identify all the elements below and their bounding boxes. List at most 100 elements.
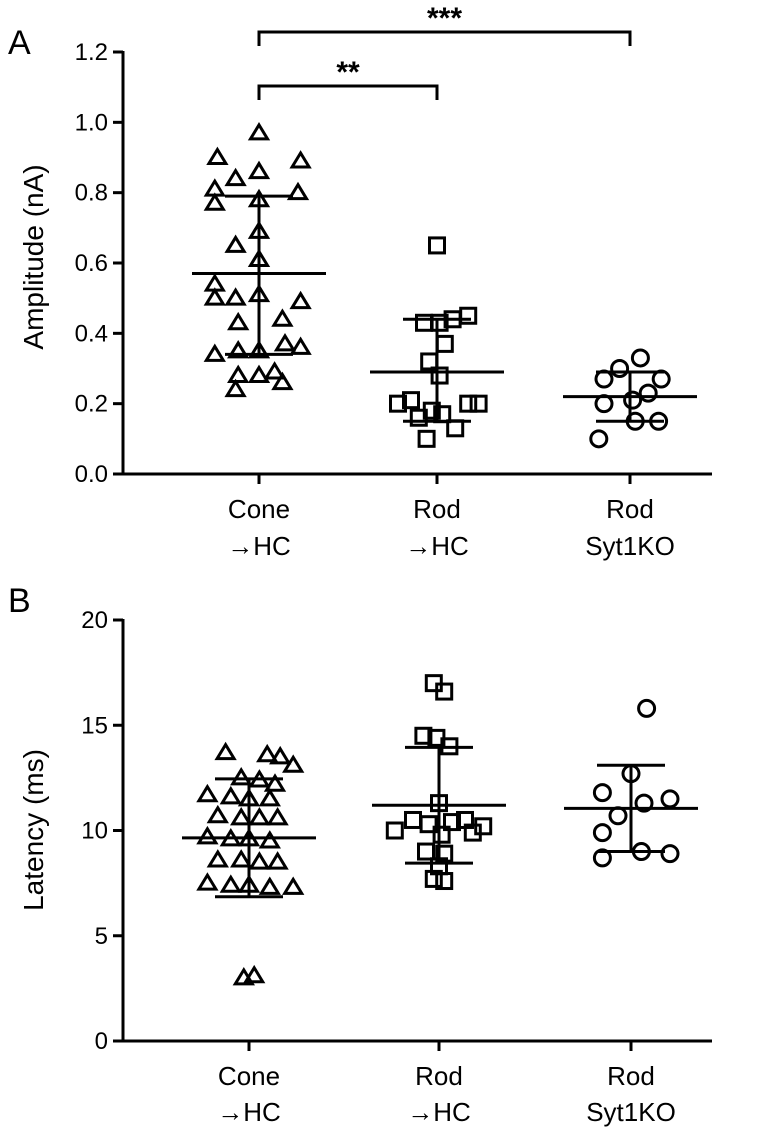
- triangle-point: [266, 806, 289, 826]
- triangle-point: [247, 340, 271, 359]
- circle-point: [630, 348, 650, 368]
- circle-point: [638, 383, 658, 403]
- square-point: [389, 394, 407, 413]
- triangle-point: [258, 788, 281, 807]
- triangle-point: [227, 340, 250, 359]
- panel-b: B Latency (ms) 0 5 10 15 20 Cone →HC Rod →HC Rod S…: [8, 582, 712, 1127]
- triangle-point: [232, 966, 255, 986]
- triangle-point: [247, 121, 271, 141]
- triangle-point: [203, 343, 226, 362]
- circle-point: [610, 359, 630, 378]
- x-category-label: →HC: [217, 1097, 281, 1127]
- square-point: [430, 313, 449, 332]
- x-category-label: Rod: [607, 1061, 655, 1091]
- y-tick-label: 0.0: [75, 461, 108, 488]
- circle-point: [592, 823, 612, 843]
- circle-point: [589, 429, 609, 449]
- x-category-label: →HC: [407, 1097, 471, 1127]
- triangle-point: [256, 743, 279, 763]
- triangle-point: [227, 311, 250, 331]
- panel-a: A Amplitude (nA) 0.0 0.2 0.4 0.6 0.8 1.0 1.2 Co…: [8, 2, 712, 561]
- circle-point: [592, 783, 612, 803]
- triangle-point: [230, 849, 253, 868]
- triangle-point: [224, 378, 247, 398]
- triangle-point: [224, 167, 247, 187]
- square-point: [443, 813, 461, 832]
- square-point: [459, 306, 478, 325]
- circle-point: [660, 844, 680, 864]
- triangle-point: [273, 332, 297, 352]
- circle-point: [634, 793, 654, 813]
- x-category-label: Rod: [413, 494, 461, 524]
- y-axis-title-latency: Latency (ms): [18, 749, 49, 911]
- triangle-point: [224, 234, 247, 253]
- square-point: [415, 313, 433, 332]
- y-axis-title-amplitude: Amplitude (nA): [18, 164, 49, 349]
- circle-point: [660, 789, 680, 809]
- triangle-point: [247, 160, 271, 180]
- significance-label: ***: [427, 2, 462, 35]
- triangle-point: [196, 825, 219, 845]
- square-point: [424, 869, 443, 888]
- x-category-label: Rod: [606, 494, 654, 524]
- x-category-label: Cone: [218, 1061, 280, 1091]
- circle-point: [637, 698, 657, 718]
- square-point: [435, 872, 454, 891]
- triangle-point: [196, 783, 219, 803]
- x-category-label: →HC: [405, 531, 469, 561]
- y-tick-label: 0.6: [75, 250, 108, 277]
- y-tick-label: 1.2: [75, 39, 108, 66]
- square-point: [417, 842, 435, 861]
- square-point: [385, 821, 404, 840]
- y-tick-label: 0.2: [75, 391, 108, 418]
- x-category-label: Rod: [415, 1061, 463, 1091]
- triangle-point: [206, 146, 229, 165]
- significance-bracket: [257, 30, 632, 46]
- triangle-point: [258, 876, 281, 895]
- triangle-point: [289, 336, 312, 355]
- x-category-label: Syt1KO: [586, 1097, 676, 1127]
- triangle-point: [196, 872, 219, 891]
- square-point: [404, 810, 422, 829]
- x-category-label: Syt1KO: [585, 531, 675, 561]
- panel-letter-b: B: [8, 582, 31, 620]
- triangle-point: [286, 181, 310, 201]
- square-point: [469, 394, 488, 413]
- y-tick-label: 10: [81, 818, 108, 845]
- circle-point: [592, 848, 612, 868]
- y-tick-label: 0.4: [75, 320, 108, 347]
- triangle-point: [203, 192, 226, 211]
- triangle-point: [282, 876, 305, 895]
- triangle-point: [269, 745, 292, 765]
- triangle-point: [266, 851, 289, 870]
- y-tick-label: 5: [95, 923, 108, 950]
- square-point: [435, 682, 454, 701]
- triangle-point: [258, 830, 281, 849]
- triangle-point: [248, 806, 271, 826]
- y-tick-label: 0: [95, 1028, 108, 1055]
- x-category-label: Cone: [228, 494, 290, 524]
- triangle-point: [263, 773, 287, 792]
- y-tick-label: 1.0: [75, 109, 108, 136]
- triangle-point: [206, 804, 229, 824]
- triangle-point: [203, 287, 226, 306]
- square-point: [414, 726, 433, 745]
- triangle-point: [289, 150, 312, 169]
- y-tick-label: 15: [81, 712, 108, 739]
- triangle-point: [282, 754, 305, 773]
- square-point: [409, 408, 428, 427]
- y-tick-label: 0.8: [75, 180, 108, 207]
- square-point: [430, 366, 449, 385]
- significance-label: **: [336, 56, 360, 89]
- y-tick-label: 20: [81, 607, 108, 634]
- triangle-point: [214, 741, 237, 761]
- x-category-label: →HC: [227, 531, 291, 561]
- square-point: [435, 844, 454, 863]
- triangle-point: [271, 371, 294, 391]
- square-point: [419, 815, 438, 834]
- square-point: [417, 429, 436, 448]
- square-point: [432, 825, 451, 844]
- triangle-point: [243, 964, 266, 984]
- square-point: [428, 236, 446, 255]
- triangle-point: [230, 766, 253, 786]
